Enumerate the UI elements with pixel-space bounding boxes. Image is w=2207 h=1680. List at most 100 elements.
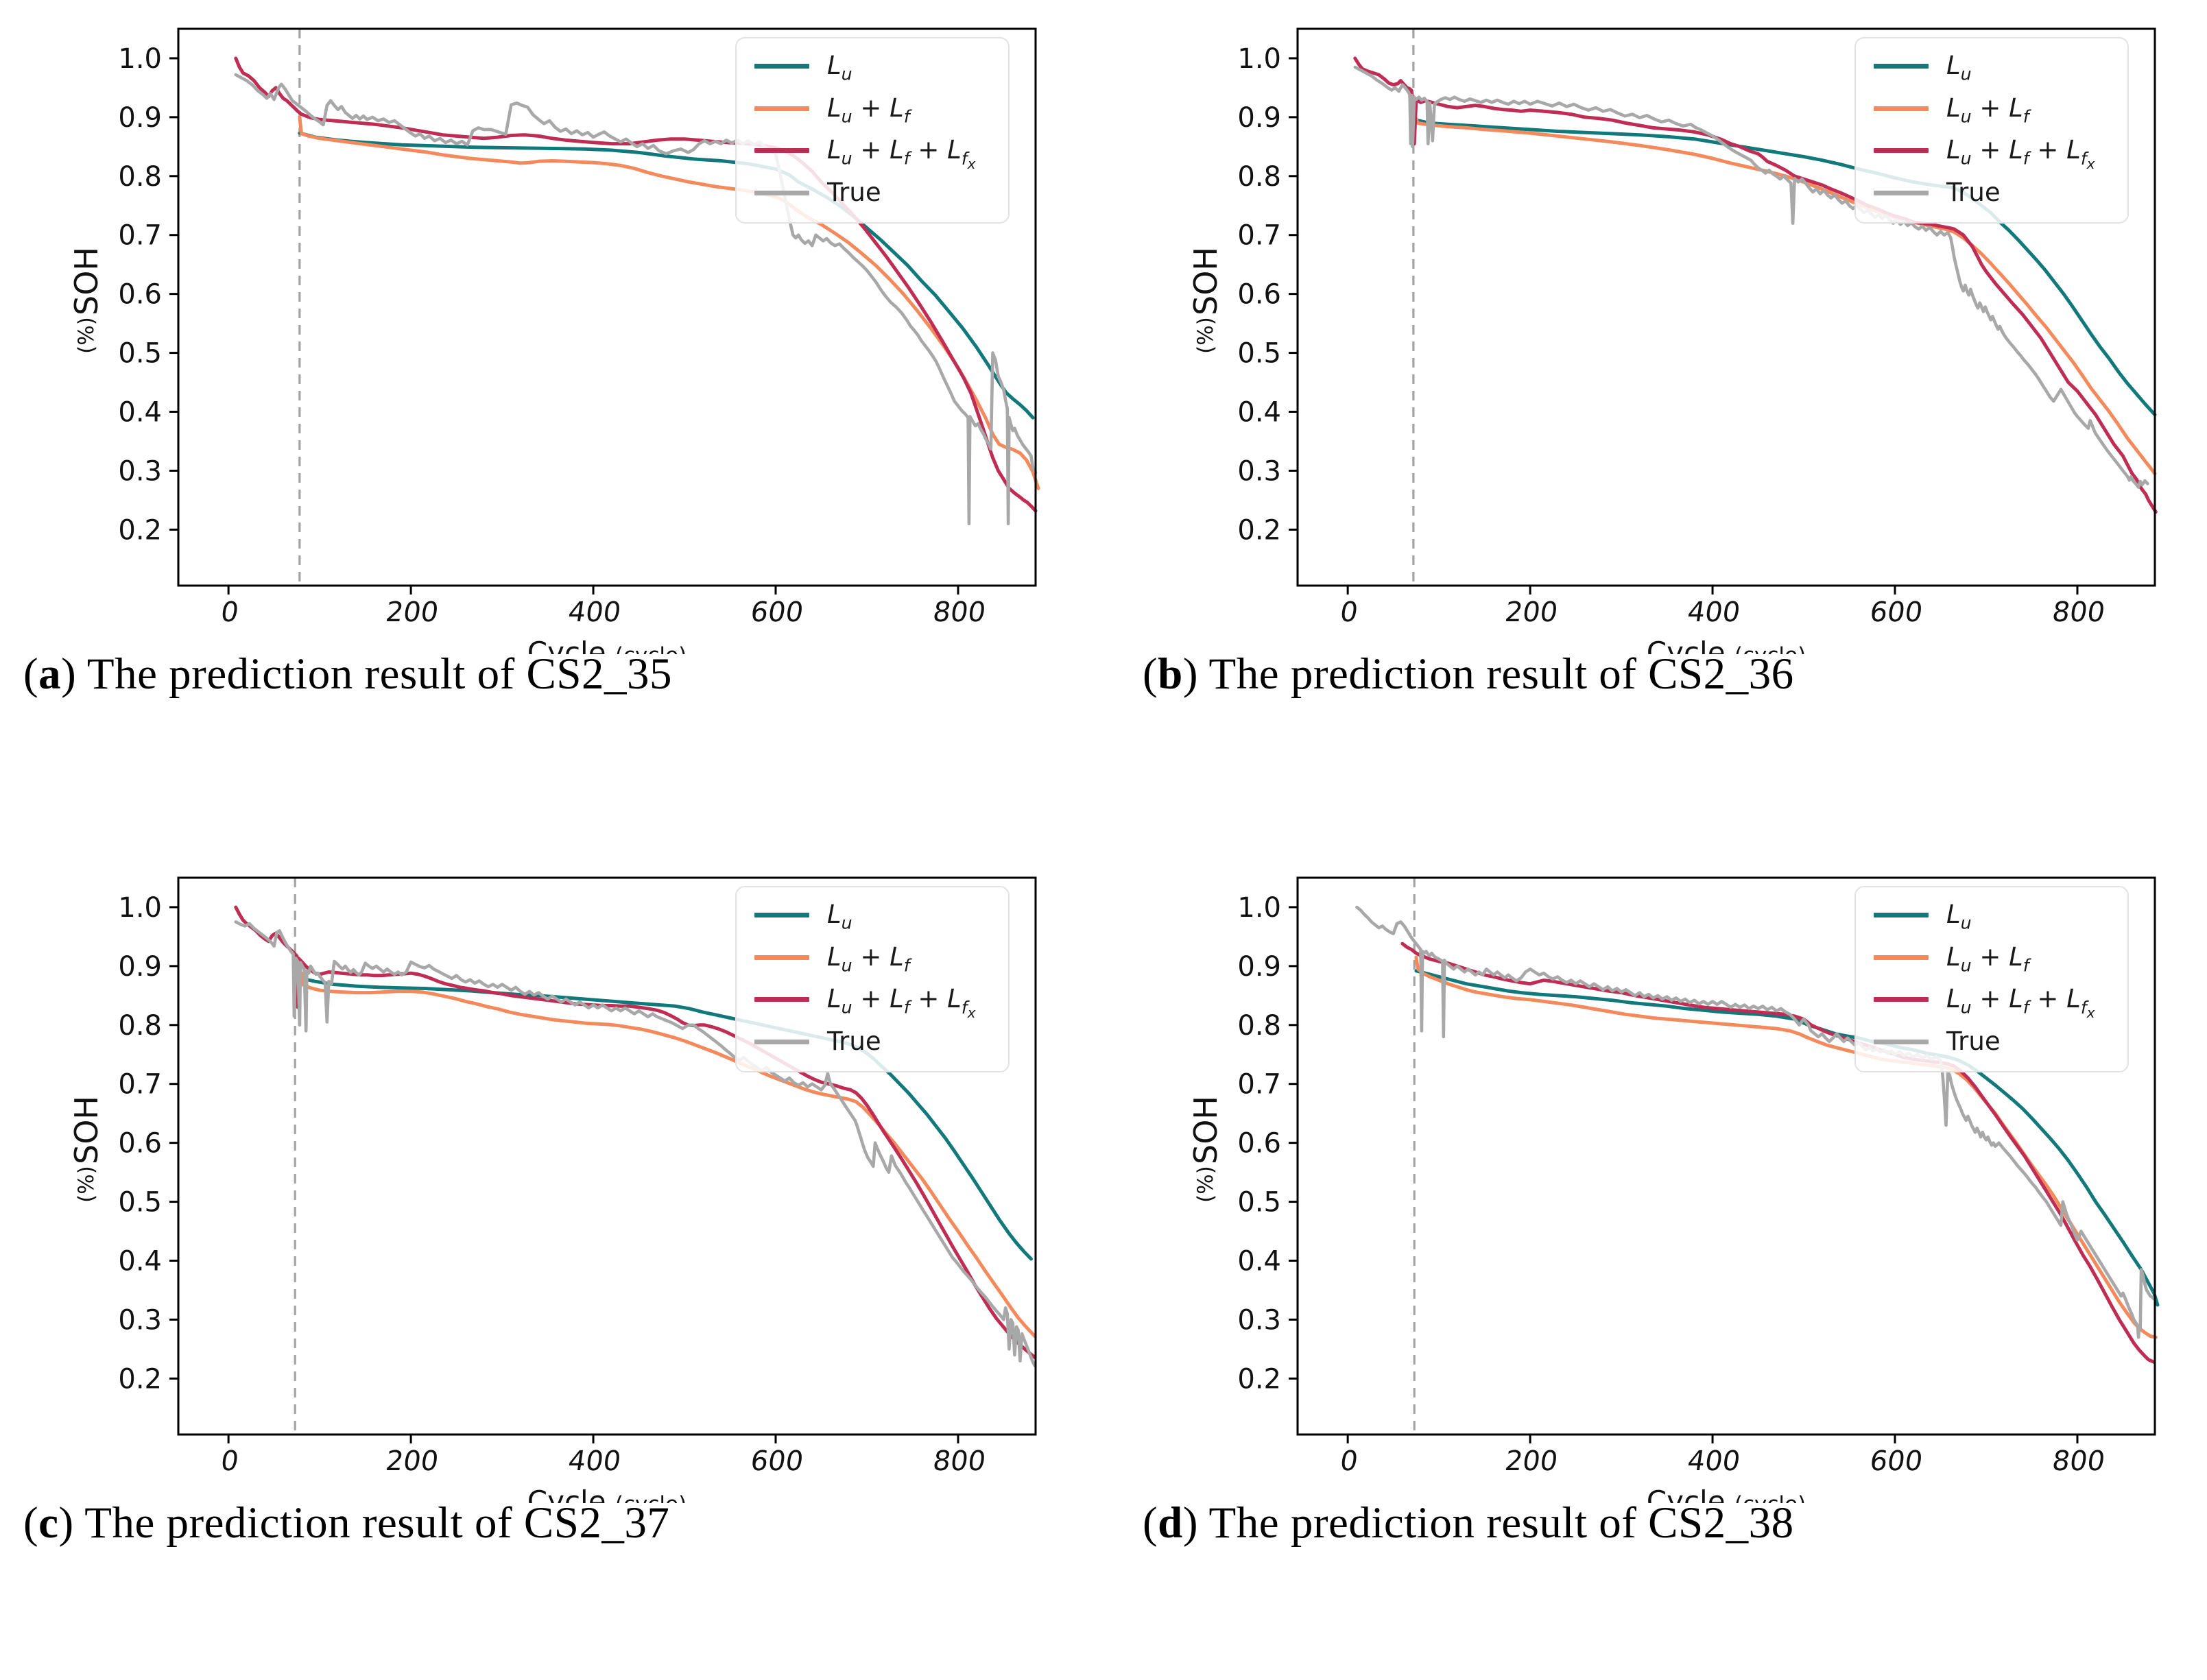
y-axis-label: SOH (1187, 247, 1224, 315)
legend-label-true: True (827, 178, 881, 208)
legend-item-true: True (754, 1027, 988, 1057)
x-tick-label: 0 (1338, 597, 1360, 628)
y-axis-label-unit: (%) (1193, 1166, 1218, 1203)
legend-swatch-lu (1874, 63, 1929, 69)
legend-swatch-lulffx (1874, 148, 1929, 154)
legend-item-lulffx: Lu + Lf + Lfx (1874, 136, 2107, 171)
legend-swatch-lu (754, 63, 809, 69)
legend-swatch-true (754, 190, 809, 195)
x-tick-label: 800 (931, 597, 988, 628)
legend-label-lulf: Lu + Lf (1946, 941, 2029, 976)
y-tick-label: 0.7 (118, 1069, 162, 1101)
x-tick-label: 600 (1868, 1445, 1924, 1477)
series-true-line (1353, 65, 2149, 489)
y-tick-label: 0.8 (118, 161, 162, 193)
chart-caption-b: (b) The prediction result of CS2_36 (1143, 649, 1794, 699)
chart-caption-d: (d) The prediction result of CS2_38 (1143, 1498, 1794, 1548)
x-tick-label: 200 (384, 1445, 441, 1477)
legend-swatch-lulffx (1874, 997, 1929, 1003)
legend: Lu Lu + Lf Lu + Lf + Lfx True (1854, 37, 2129, 224)
panel-cs2-36: 0 200 400 600 800 Cycle (cycle) 1.0 0.9 0.8 0.7 0.… (1140, 1, 2199, 831)
legend-label-lulffx: Lu + Lf + Lfx (827, 984, 976, 1021)
soh-chart-cs2-37: 0 200 400 600 800 Cycle (cycle) 1.0 0.9 0.8 0.7 0.… (68, 876, 1037, 1503)
x-tick-label: 200 (1503, 597, 1560, 628)
legend-item-lulf: Lu + Lf (1874, 93, 2107, 127)
x-axis-label: Cycle (cycle) (527, 636, 687, 654)
legend-swatch-lulffx (754, 148, 809, 154)
y-tick-label: 0.8 (1237, 161, 1281, 193)
legend-swatch-lulf (1874, 106, 1929, 111)
y-tick-label: 0.7 (1237, 220, 1281, 252)
y-axis: 1.0 0.9 0.8 0.7 0.6 0.5 0.4 0.3 0.2 SOH(%) (68, 43, 178, 546)
series-lulffx-line (234, 56, 1038, 513)
panel-cs2-37: 0 200 400 600 800 Cycle (cycle) 1.0 0.9 0.8 0.7 0.… (21, 850, 1080, 1680)
y-axis-label-unit: (%) (1193, 317, 1218, 354)
y-axis-label-unit: (%) (74, 317, 99, 354)
x-tick-label: 600 (748, 1445, 805, 1477)
legend-label-lu: Lu (827, 900, 852, 933)
y-tick-label: 0.4 (118, 1246, 162, 1277)
legend-label-true: True (827, 1027, 881, 1057)
x-tick-label: 400 (1685, 597, 1742, 628)
x-axis: 0 200 400 600 800 Cycle (cycle) (219, 1435, 988, 1503)
y-tick-label: 0.5 (118, 338, 162, 370)
y-tick-label: 0.4 (1237, 1246, 1281, 1277)
x-tick-label: 0 (1338, 1445, 1360, 1477)
y-tick-label: 0.8 (118, 1010, 162, 1042)
series-true-line (234, 73, 1038, 526)
plot-frame (1296, 876, 2156, 1436)
legend-item-true: True (1874, 178, 2107, 207)
y-tick-label: 1.0 (118, 43, 162, 75)
y-tick-label: 0.2 (1237, 1363, 1281, 1395)
soh-chart-cs2-38: 0 200 400 600 800 Cycle (cycle) 1.0 0.9 0.8 0.7 0.… (1187, 876, 2160, 1503)
y-tick-label: 0.9 (1237, 951, 1281, 983)
y-axis: 1.0 0.9 0.8 0.7 0.6 0.5 0.4 0.3 0.2 SOH(%) (1187, 892, 1298, 1395)
y-tick-label: 0.9 (1237, 102, 1281, 134)
legend-swatch-lulffx (754, 997, 809, 1003)
legend-item-true: True (754, 178, 988, 208)
series-lulffx-line (1400, 941, 2156, 1364)
y-tick-label: 0.2 (118, 514, 162, 546)
series-true-line (234, 920, 1036, 1367)
legend: Lu Lu + Lf Lu + Lf + Lfx True (735, 886, 1010, 1072)
legend-swatch-lulf (754, 106, 809, 111)
series-lulffx-line (234, 905, 1037, 1359)
legend-label-lulf: Lu + Lf (1946, 93, 2029, 127)
chart-caption-c: (c) The prediction result of CS2_37 (23, 1498, 670, 1548)
legend-swatch-lulf (1874, 955, 1929, 960)
legend-swatch-true (754, 1039, 809, 1044)
legend-item-lulffx: Lu + Lf + Lfx (1874, 985, 2107, 1020)
legend-item-lulf: Lu + Lf (754, 94, 988, 125)
caption-letter: b (1158, 649, 1183, 699)
y-axis-label-unit: (%) (74, 1166, 99, 1203)
x-tick-label: 200 (1503, 1445, 1560, 1477)
x-axis-label: Cycle (cycle) (1647, 636, 1806, 654)
y-tick-label: 0.6 (118, 1128, 162, 1160)
y-tick-label: 0.9 (118, 102, 162, 134)
legend-item-lulf: Lu + Lf (754, 943, 988, 974)
legend-item-lu: Lu (1874, 900, 2107, 931)
x-axis-label: Cycle (cycle) (527, 1485, 687, 1503)
x-tick-label: 800 (931, 1445, 988, 1477)
plot-frame (177, 876, 1037, 1436)
legend-label-true: True (1946, 1027, 2001, 1057)
legend: Lu Lu + Lf Lu + Lf + Lfx True (735, 37, 1010, 224)
legend-label-lu: Lu (1946, 51, 1972, 84)
legend-swatch-lulf (754, 955, 809, 960)
y-tick-label: 0.7 (118, 220, 162, 252)
y-axis-label: SOH (68, 1096, 105, 1164)
caption-letter: d (1158, 1498, 1183, 1548)
legend-swatch-true (1874, 1039, 1929, 1044)
y-tick-label: 1.0 (1237, 43, 1281, 75)
plot-frame (177, 27, 1037, 587)
legend: Lu Lu + Lf Lu + Lf + Lfx True (1854, 886, 2129, 1072)
y-tick-label: 0.8 (1237, 1010, 1281, 1042)
x-tick-label: 600 (748, 597, 805, 628)
x-axis: 0 200 400 600 800 Cycle (cycle) (1338, 586, 2107, 654)
y-tick-label: 0.7 (1237, 1069, 1281, 1101)
y-tick-label: 0.2 (1237, 514, 1281, 546)
y-tick-label: 0.2 (118, 1363, 162, 1395)
legend-item-lu: Lu (754, 900, 988, 933)
x-tick-label: 400 (1685, 1445, 1742, 1477)
legend-item-lu: Lu (754, 51, 988, 82)
